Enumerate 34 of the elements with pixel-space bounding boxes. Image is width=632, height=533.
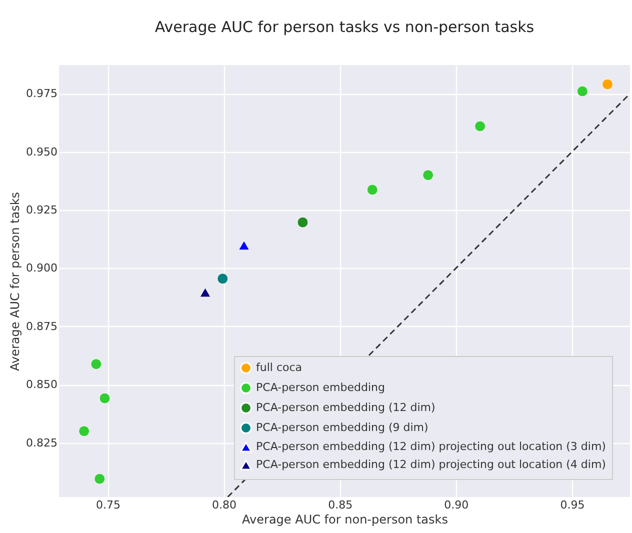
x-tick-label: 0.75 [96, 498, 120, 512]
y-tick-label: 0.950 [26, 145, 58, 158]
point [94, 473, 106, 484]
legend-label: PCA-person embedding (12 dim) projecting out location (4 dim) [256, 458, 606, 471]
point [422, 170, 434, 181]
x-tick-label: 0.80 [212, 498, 237, 512]
legend-label: PCA-person embedding (9 dim) [256, 421, 428, 434]
legend-label: full coca [256, 361, 302, 374]
point [297, 216, 308, 228]
point [602, 78, 613, 90]
y-tick-label: 0.875 [26, 320, 58, 333]
point [99, 392, 110, 404]
point [474, 120, 486, 132]
point [217, 273, 228, 284]
legend-label: PCA-person embedding (12 dim) [256, 401, 436, 414]
legend-label: PCA-person embedding (12 dim) projecting out location (3 dim) [256, 440, 606, 453]
y-axis-title: Average AUC for person tasks [8, 192, 22, 372]
chart-title: Average AUC for person tasks vs non-person tasks [154, 18, 534, 36]
x-tick-label: 0.90 [444, 498, 469, 512]
x-tick-label: 0.85 [328, 498, 353, 512]
x-tick-label: 0.95 [560, 498, 585, 512]
point [90, 358, 102, 370]
legend-label: PCA-person embedding [256, 381, 385, 394]
y-tick-label: 0.925 [26, 204, 58, 217]
point [78, 426, 90, 437]
y-tick-label: 0.900 [26, 262, 58, 275]
y-tick-label: 0.975 [26, 87, 58, 100]
y-tick-label: 0.825 [26, 436, 58, 450]
point [200, 288, 211, 298]
point [238, 240, 250, 250]
point [576, 86, 588, 97]
x-axis-title: Average AUC for non-person tasks [242, 512, 448, 526]
y-tick-label: 0.850 [26, 378, 58, 392]
point [366, 184, 378, 196]
